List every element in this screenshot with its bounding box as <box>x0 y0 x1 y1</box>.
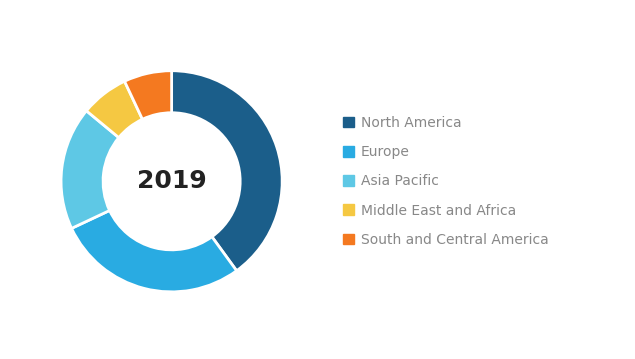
Text: 2019: 2019 <box>137 169 206 193</box>
Wedge shape <box>61 111 119 228</box>
Wedge shape <box>124 71 171 119</box>
Wedge shape <box>171 71 282 271</box>
Wedge shape <box>86 81 142 137</box>
Legend: North America, Europe, Asia Pacific, Middle East and Africa, South and Central A: North America, Europe, Asia Pacific, Mid… <box>336 109 555 254</box>
Wedge shape <box>72 210 237 292</box>
